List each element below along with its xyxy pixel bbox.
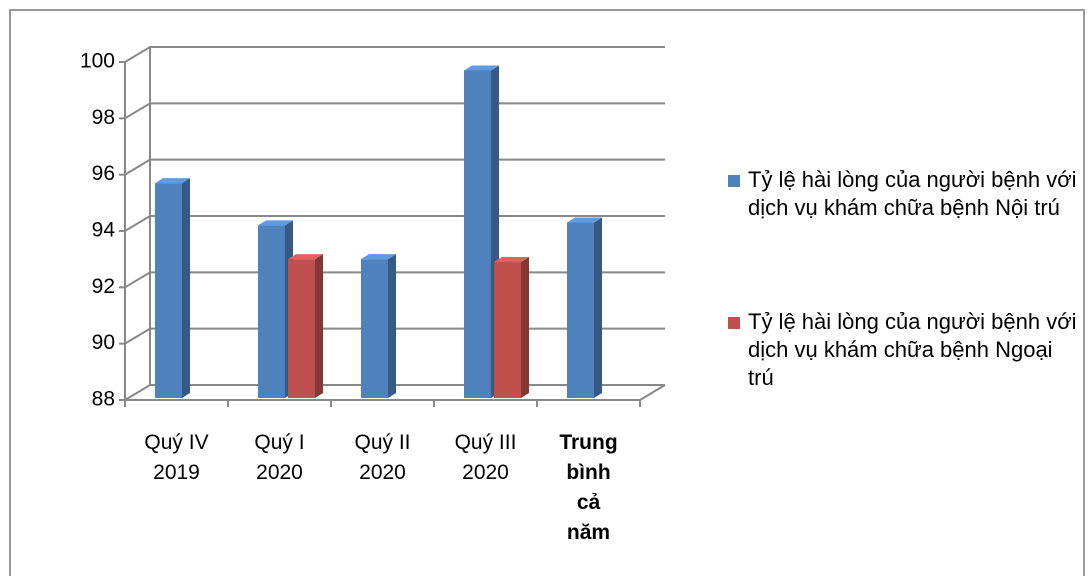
x-tick-label: Quý I 2020 xyxy=(254,431,305,484)
legend-label: Tỷ lệ hài lòng của người bệnh với dịch v… xyxy=(748,167,1077,220)
grid-line xyxy=(124,46,665,63)
legend-swatch xyxy=(728,175,740,187)
bar-front xyxy=(288,259,315,398)
grid-line xyxy=(124,158,665,176)
bar-front xyxy=(361,259,388,398)
bar-top xyxy=(288,254,323,260)
bar-front xyxy=(258,225,285,398)
bar-side xyxy=(521,256,529,398)
y-tick-label: 98 xyxy=(92,106,115,129)
x-tick-label: Quý III 2020 xyxy=(454,431,517,484)
y-tick-label: 100 xyxy=(80,50,115,73)
bar-top xyxy=(361,254,396,260)
bar-top xyxy=(155,178,190,184)
bar-side xyxy=(388,254,396,398)
bar xyxy=(361,254,396,398)
bar xyxy=(288,254,323,398)
bar-side xyxy=(182,178,190,398)
x-tick-label: Trung bình cả năm xyxy=(559,431,618,544)
frame xyxy=(9,9,1085,576)
x-tick-label: Quý IV 2019 xyxy=(144,431,209,484)
bar-top xyxy=(567,217,602,223)
bar-top xyxy=(494,256,529,262)
y-tick-label: 92 xyxy=(92,275,115,298)
bar xyxy=(155,178,190,398)
y-tick-label: 88 xyxy=(92,388,115,411)
y-tick-label: 90 xyxy=(92,331,115,354)
bar-top xyxy=(258,220,293,226)
x-tick-label: Quý II 2020 xyxy=(354,431,411,484)
bar-front xyxy=(155,183,182,398)
bar-front xyxy=(494,261,521,398)
bar-front xyxy=(464,70,491,398)
bar xyxy=(464,65,499,398)
legend-swatch xyxy=(728,317,740,329)
bar xyxy=(494,256,529,398)
bar-side xyxy=(315,254,323,398)
bar-side xyxy=(594,217,602,398)
legend-label: Tỷ lệ hài lòng của người bệnh với dịch v… xyxy=(748,309,1077,390)
bar-front xyxy=(567,222,594,398)
y-tick-label: 96 xyxy=(92,162,115,185)
bar xyxy=(567,217,602,398)
y-tick-label: 94 xyxy=(92,219,116,242)
bar-top xyxy=(464,65,499,71)
bar xyxy=(258,220,293,398)
grid-line xyxy=(124,102,665,120)
